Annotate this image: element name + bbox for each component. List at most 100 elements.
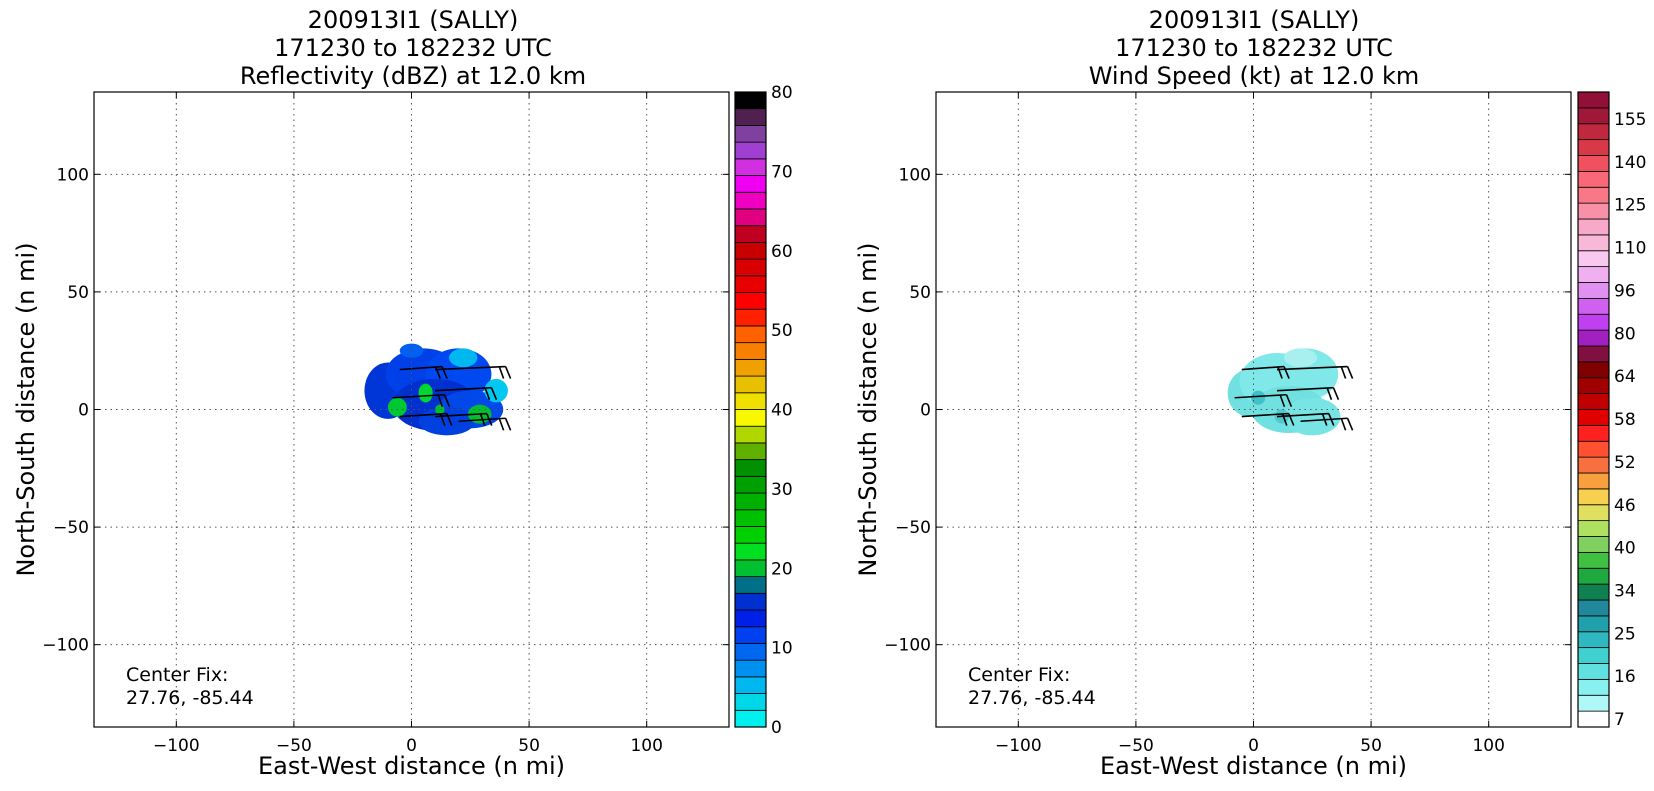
- colorbar-tick-label: 110: [1614, 239, 1646, 259]
- barb-flag: [490, 387, 498, 400]
- colorbar-tick-label: 46: [1614, 496, 1636, 516]
- x-tick-label: 100: [1472, 736, 1504, 756]
- barb-flag: [504, 366, 512, 379]
- x-tick-label: 100: [630, 736, 662, 756]
- colorbar-swatch: [734, 91, 767, 110]
- colorbar-swatch: [1577, 266, 1610, 283]
- colorbar-swatch: [734, 225, 767, 243]
- wind-barb: [1300, 417, 1354, 431]
- barb-flag: [1279, 395, 1286, 408]
- barb-flag: [443, 394, 451, 408]
- colorbar-swatch: [734, 409, 767, 427]
- chart-title-line: Wind Speed (kt) at 12.0 km: [1089, 62, 1420, 90]
- colorbar-swatch: [734, 659, 767, 678]
- y-tick-label: −100: [42, 636, 89, 656]
- y-tick-label: 50: [67, 283, 89, 303]
- barb-staff: [1234, 393, 1287, 399]
- colorbar-swatch: [734, 559, 767, 578]
- colorbar-swatch: [734, 509, 767, 527]
- wind-barb: [1276, 386, 1340, 400]
- colorbar-swatch: [1577, 297, 1610, 315]
- colorbar-swatch: [1577, 551, 1610, 569]
- colorbar-swatch: [734, 676, 767, 694]
- x-tick-label: 0: [406, 736, 417, 756]
- x-axis-label: East-West distance (n mi): [1100, 752, 1407, 780]
- wind-barb: [392, 393, 451, 408]
- colorbar-swatch: [734, 375, 767, 394]
- colorbar-swatch: [1577, 567, 1610, 585]
- colorbar-swatch: [734, 275, 767, 293]
- wind-barb: [458, 417, 512, 431]
- panel-1: 200913I1 (SALLY)171230 to 182232 UTCRefl…: [12, 6, 793, 780]
- colorbar-swatch: [1577, 504, 1610, 522]
- y-tick-label: 50: [909, 283, 931, 303]
- colorbar-frame: [734, 91, 767, 728]
- colorbar-tick-label: 64: [1614, 367, 1636, 387]
- y-tick-label: −100: [884, 636, 931, 656]
- colorbar-swatch: [1577, 186, 1610, 204]
- colorbar-swatch: [734, 459, 767, 477]
- field-cell: [1251, 390, 1266, 405]
- barb-flag: [1346, 366, 1354, 379]
- colorbar: 0 10 20 30 40 50 60 70 80: [734, 83, 793, 738]
- colorbar-swatch: [1577, 631, 1610, 649]
- colorbar-swatch: [734, 258, 767, 277]
- colorbar-swatch: [1577, 155, 1610, 172]
- colorbar-swatch: [1577, 377, 1610, 395]
- colorbar-swatch: [1577, 345, 1610, 363]
- colorbar-swatch: [734, 358, 767, 377]
- colorbar-tick-label: 60: [771, 242, 793, 262]
- colorbar-swatch: [1577, 218, 1610, 236]
- barb-staff: [434, 386, 492, 392]
- colorbar-swatch: [1577, 123, 1610, 141]
- y-tick-label: −50: [53, 518, 89, 538]
- barb-staff: [458, 417, 506, 423]
- colorbar-swatch: [734, 308, 767, 327]
- barb-staff: [399, 412, 447, 418]
- colorbar-tick-label: 30: [771, 480, 793, 500]
- colorbar-swatch: [734, 108, 767, 126]
- field-cell: [449, 348, 478, 368]
- field-cell: [484, 378, 508, 403]
- barb-flag: [437, 395, 444, 408]
- colorbar-swatch: [1577, 583, 1610, 601]
- barb-flag: [1332, 387, 1340, 400]
- colorbar-swatch: [734, 475, 767, 494]
- colorbar-swatch: [734, 208, 767, 227]
- colorbar-swatch: [1577, 599, 1610, 617]
- colorbar-tick-label: 80: [1614, 324, 1636, 344]
- grid: [94, 92, 729, 727]
- center-fix-annotation: 27.76, -85.44: [126, 687, 254, 709]
- colorbar-swatch: [734, 609, 767, 628]
- panel-2: 200913I1 (SALLY)171230 to 182232 UTCWind…: [854, 6, 1646, 780]
- colorbar-tick-label: 25: [1614, 624, 1636, 644]
- center-fix-annotation: Center Fix:: [126, 664, 228, 686]
- colorbar-tick-label: 70: [771, 162, 793, 182]
- colorbar-swatch: [734, 709, 767, 728]
- colorbar-swatch: [734, 292, 767, 310]
- chart-title-line: 200913I1 (SALLY): [1149, 6, 1360, 34]
- colorbar-swatch: [734, 425, 767, 444]
- chart-title-line: Reflectivity (dBZ) at 12.0 km: [240, 62, 586, 90]
- colorbar-swatch: [1577, 536, 1610, 553]
- field-cell: [387, 397, 407, 417]
- y-tick-label: −50: [895, 518, 931, 538]
- colorbar-swatch: [734, 158, 767, 176]
- colorbar-swatch: [734, 392, 767, 410]
- center-fix-annotation: Center Fix:: [968, 664, 1070, 686]
- colorbar-swatch: [734, 325, 767, 344]
- colorbar-tick-label: 34: [1614, 581, 1636, 601]
- colorbar-tick-label: 7: [1614, 710, 1625, 730]
- barb-staff: [1276, 365, 1348, 371]
- colorbar-swatch: [1577, 409, 1610, 426]
- barb-staff: [399, 365, 443, 371]
- colorbar-swatch: [1577, 202, 1610, 220]
- colorbar-swatch: [734, 526, 767, 544]
- barb-staff: [392, 393, 445, 399]
- colorbar-swatch: [1577, 250, 1610, 268]
- barb-flag: [498, 418, 505, 431]
- colorbar-swatch: [1577, 393, 1610, 410]
- colorbar-swatch: [1577, 678, 1610, 696]
- barb-staff: [1276, 412, 1329, 418]
